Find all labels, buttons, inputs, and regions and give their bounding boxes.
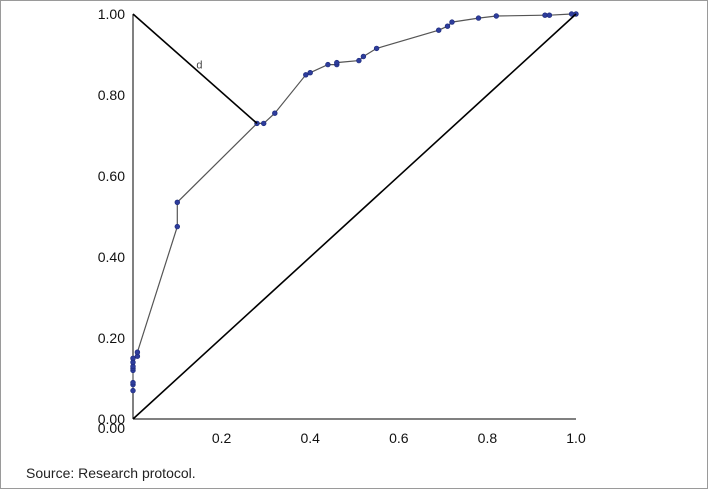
x-tick-label: 0.4	[300, 430, 320, 446]
roc-data-point	[475, 15, 482, 21]
roc-data-point	[130, 379, 136, 386]
roc-data-point	[325, 61, 331, 68]
roc-data-point	[334, 59, 340, 66]
roc-data-point	[373, 45, 380, 52]
x-tick-label: 1.0	[566, 430, 586, 446]
roc-data-point	[261, 120, 267, 127]
x-tick-label: 0.6	[389, 430, 409, 446]
roc-data-point	[546, 12, 553, 18]
roc-data-point	[272, 110, 278, 116]
x-tick-label: 0.2	[212, 430, 232, 446]
roc-data-point	[449, 19, 455, 25]
y-tick-label: 0.80	[98, 87, 125, 103]
distance-d-line	[132, 13, 258, 124]
annotation-d-label: d	[196, 60, 202, 72]
y-tick-label: 0.20	[98, 330, 125, 346]
roc-data-point	[134, 349, 141, 355]
roc-data-point	[444, 23, 451, 29]
y-tick-label: 0.60	[98, 168, 125, 184]
roc-data-point	[307, 69, 313, 76]
roc-data-point	[542, 12, 548, 18]
roc-data-point	[130, 355, 136, 361]
y-tick-label: 0.00	[98, 411, 125, 427]
y-tick-label: 0.40	[98, 249, 125, 265]
roc-data-point	[174, 199, 181, 206]
y-tick-label: 1.00	[98, 6, 125, 22]
roc-data-point	[360, 53, 367, 60]
roc-data-point	[356, 57, 362, 64]
origin-tick-label: 0.00	[98, 420, 125, 436]
reference-diagonal-line	[132, 13, 577, 420]
source-note: Source: Research protocol.	[26, 465, 196, 481]
roc-data-point	[130, 387, 136, 394]
roc-data-point	[174, 223, 181, 230]
roc-data-point	[303, 72, 309, 78]
roc-data-point	[436, 27, 442, 33]
roc-data-point	[493, 13, 499, 19]
x-tick-label: 0.8	[478, 430, 498, 446]
